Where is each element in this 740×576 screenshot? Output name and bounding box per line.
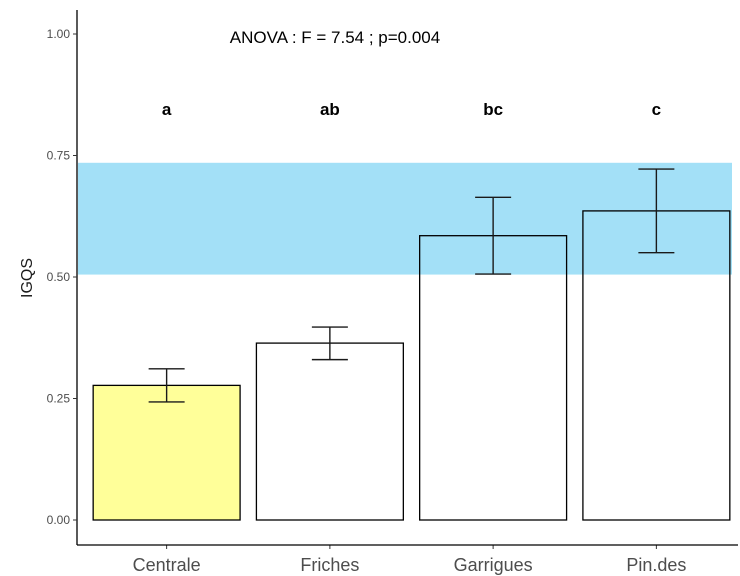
y-tick-label: 0.00 xyxy=(47,513,71,527)
bar-pin-des xyxy=(583,211,730,520)
bar-friches xyxy=(256,343,403,520)
anova-annotation: ANOVA : F = 7.54 ; p=0.004 xyxy=(230,28,440,47)
x-tick-label: Centrale xyxy=(133,555,201,575)
group-letter: ab xyxy=(320,100,340,119)
x-tick-label: Friches xyxy=(300,555,359,575)
group-letter: bc xyxy=(483,100,503,119)
y-tick-label: 1.00 xyxy=(47,27,71,41)
group-letter: a xyxy=(162,100,172,119)
x-tick-label: Garrigues xyxy=(454,555,533,575)
y-tick-label: 0.25 xyxy=(47,392,71,406)
bar-garrigues xyxy=(420,236,567,520)
y-tick-label: 0.75 xyxy=(47,149,71,163)
group-letter: c xyxy=(652,100,661,119)
y-tick-label: 0.50 xyxy=(47,270,71,284)
bar-centrale xyxy=(93,385,240,520)
y-axis-title: IGQS xyxy=(19,258,36,298)
x-tick-label: Pin.des xyxy=(626,555,686,575)
